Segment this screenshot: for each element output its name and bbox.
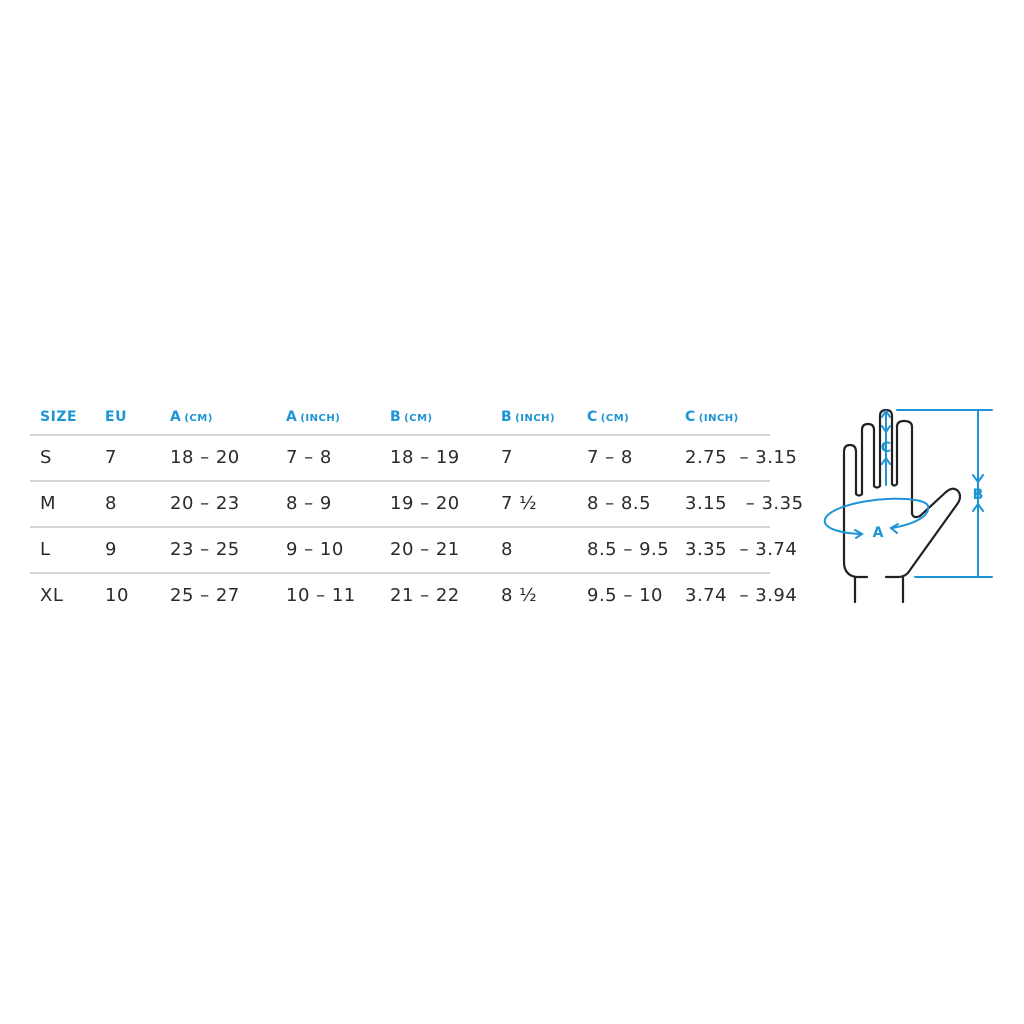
cell: 8	[105, 493, 117, 514]
cell: 10	[105, 585, 129, 606]
table-row: S 7 18 – 20 7 – 8 18 – 19 7 7 – 8 2.75 –…	[30, 436, 797, 482]
cell: 25 – 27	[170, 585, 240, 606]
cell: 20 – 21	[390, 539, 460, 560]
cell: M	[40, 493, 57, 514]
cell: 7	[105, 447, 117, 468]
measurement-guides	[823, 409, 993, 578]
label-a: A	[873, 525, 884, 541]
cell: 23 – 25	[170, 539, 240, 560]
cell: 7	[501, 447, 513, 468]
a-measure-ellipse	[823, 497, 930, 535]
cell: 8	[501, 539, 513, 560]
cell: S	[40, 447, 52, 468]
cell: 8 – 9	[286, 493, 332, 514]
a-arrows-icon	[854, 523, 899, 539]
cell: 18 – 20	[170, 447, 240, 468]
cell: 21 – 22	[390, 585, 460, 606]
table-row: L 9 23 – 25 9 – 10 20 – 21 8 8.5 – 9.5 3…	[30, 528, 797, 574]
cell: 3.15 – 3.35	[685, 493, 804, 514]
header-size: SIZE	[40, 409, 78, 425]
cell: L	[40, 539, 51, 560]
size-chart-table: SIZE EU A (CM) A (INCH) B (CM) B (INCH) C (CM…	[30, 400, 803, 618]
header-c-cm: C (CM)	[587, 409, 630, 425]
b-measure-lines	[896, 409, 993, 578]
header-eu: EU	[105, 409, 127, 425]
cell: 7 ½	[501, 493, 538, 514]
header-b-inch: B (INCH)	[501, 409, 556, 425]
cell: 2.75 – 3.15	[685, 447, 798, 468]
cell: 19 – 20	[390, 493, 460, 514]
header-b-cm: B (CM)	[390, 409, 433, 425]
cell: 20 – 23	[170, 493, 240, 514]
cell: 8.5 – 9.5	[587, 539, 670, 560]
label-b: B	[973, 487, 984, 503]
header-c-inch: C (INCH)	[685, 409, 739, 425]
label-c: C	[881, 440, 891, 456]
cell: 10 – 11	[286, 585, 356, 606]
cell: 3.35 – 3.74	[685, 539, 798, 560]
hand-outline-icon	[842, 408, 962, 604]
cell: 3.74 – 3.94	[685, 585, 798, 606]
cell: 8 ½	[501, 585, 538, 606]
table-row: M 8 20 – 23 8 – 9 19 – 20 7 ½ 8 – 8.5 3.…	[30, 482, 803, 528]
cell: 9.5 – 10	[587, 585, 663, 606]
cell: 9	[105, 539, 117, 560]
cell: 9 – 10	[286, 539, 344, 560]
b-arrows-icon	[972, 474, 984, 512]
cell: 7 – 8	[587, 447, 633, 468]
table-row: XL 10 25 – 27 10 – 11 21 – 22 8 ½ 9.5 – …	[30, 574, 797, 618]
table-header-row: SIZE EU A (CM) A (INCH) B (CM) B (INCH) C (CM…	[30, 400, 770, 436]
header-a-inch: A (INCH)	[286, 409, 341, 425]
header-a-cm: A (CM)	[170, 409, 213, 425]
cell: XL	[40, 585, 64, 606]
cell: 7 – 8	[286, 447, 332, 468]
cell: 8 – 8.5	[587, 493, 652, 514]
cell: 18 – 19	[390, 447, 460, 468]
c-arrows-icon	[881, 409, 891, 465]
